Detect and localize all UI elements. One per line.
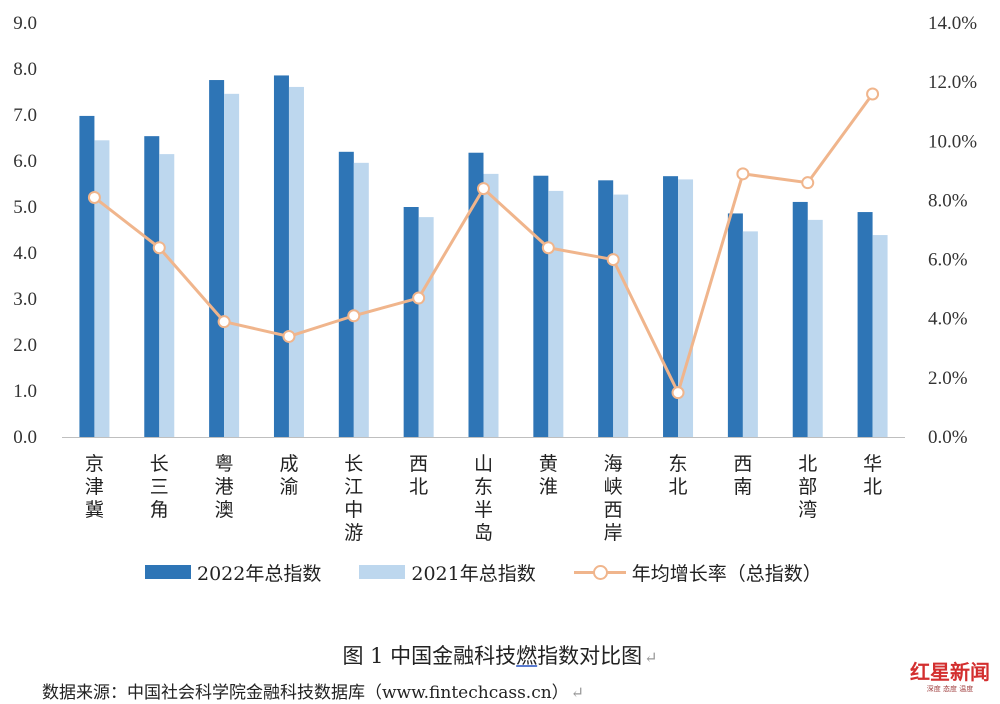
legend-item-2022: 2022年总指数 [145, 559, 321, 586]
legend-label-growth: 年均增长率（总指数） [631, 562, 822, 585]
bar-2021 [94, 140, 110, 438]
legend-swatch-2021 [359, 565, 406, 579]
x-category-label: 长江中游 [344, 453, 363, 544]
x-category-label: 粤港澳 [215, 453, 234, 521]
bar-2022 [533, 175, 549, 437]
caption-return-mark: ↵ [644, 648, 658, 667]
source-return-mark: ↵ [570, 683, 585, 702]
logo-title: 红星新闻 [910, 660, 990, 684]
y-right-tick-label: 4.0% [928, 309, 968, 330]
logo-subtitle: 深度 态度 温度 [926, 685, 974, 693]
y-left-tick-label: 1.0 [13, 381, 37, 402]
bar-2021 [742, 231, 758, 437]
growth-rate-point [152, 241, 166, 255]
legend-swatch-2022 [145, 565, 191, 579]
caption-prefix: 图 1 中国金融科技 [342, 644, 517, 668]
x-category-label: 成渝 [279, 453, 298, 498]
legend-label-2021: 2021年总指数 [411, 562, 536, 585]
y-left-tick-label: 6.0 [13, 151, 37, 172]
bar-2022 [144, 136, 160, 437]
bar-2022 [857, 212, 873, 437]
watermark-logo: 红星新闻 深度 态度 温度 [906, 660, 994, 700]
bar-2021 [872, 235, 888, 437]
legend-item-growth: 年均增长率（总指数） [573, 559, 822, 586]
y-right-tick-label: 12.0% [928, 72, 977, 93]
combo-chart: 0.0 1.0 2.0 3.0 4.0 5.0 6.0 7.0 8.0 9.0 0.0% 2.0% 4.… [13, 13, 977, 544]
bar-2021 [678, 179, 694, 437]
x-category-label: 京津冀 [85, 453, 104, 521]
growth-rate-point [671, 386, 685, 400]
growth-rate-point [606, 253, 620, 267]
x-category-label: 山东半岛 [474, 453, 493, 544]
legend-item-2021: 2021年总指数 [359, 559, 536, 586]
caption-suffix: 指数对比图 [537, 644, 643, 668]
growth-rate-point [801, 176, 815, 190]
bar-2021 [483, 173, 499, 437]
y-right-tick-label: 0.0% [928, 427, 968, 448]
growth-rate-point [347, 309, 361, 323]
y-right-tick-label: 2.0% [928, 368, 968, 389]
bar-2022 [727, 213, 743, 437]
y-left-tick-label: 2.0 [13, 335, 37, 356]
x-category-label: 西南 [733, 453, 752, 498]
bar-2022 [79, 115, 95, 438]
y-left-tick-label: 7.0 [13, 105, 37, 126]
x-category-label: 西北 [409, 453, 428, 498]
bar-2022 [273, 75, 289, 437]
bar-2022 [792, 201, 808, 437]
bar-2022 [209, 80, 225, 437]
bar-2021 [353, 162, 369, 437]
growth-rate-point [736, 167, 750, 181]
x-category-label: 海峡西岸 [604, 453, 623, 544]
legend-swatch-growth [573, 562, 626, 582]
bar-2021 [418, 217, 434, 437]
x-category-label: 长三角 [150, 453, 169, 521]
bar-2021 [288, 86, 304, 437]
bar-2022 [338, 151, 354, 438]
y-left-tick-label: 3.0 [13, 289, 37, 310]
x-category-label: 华北 [863, 453, 882, 498]
x-category-label: 黄淮 [539, 453, 558, 498]
growth-rate-point [87, 190, 101, 204]
bar-2022 [598, 180, 614, 437]
bar-2021 [224, 93, 240, 437]
legend: 2022年总指数 2021年总指数 年均增长率（总指数） [145, 558, 860, 586]
source-note: 数据来源：中国社会科学院金融科技数据库（www.fintechcass.cn） ↵ [42, 678, 584, 703]
y-right-tick-label: 14.0% [928, 13, 977, 34]
growth-rate-point [412, 291, 426, 305]
x-category-label: 北部湾 [798, 453, 817, 521]
growth-rate-point [866, 87, 880, 101]
y-left-tick-label: 0.0 [13, 427, 37, 448]
y-left-tick-label: 4.0 [13, 243, 37, 264]
growth-rate-point [477, 182, 490, 196]
source-text: 数据来源：中国社会科学院金融科技数据库（www.fintechcass.cn） [42, 683, 569, 703]
y-left-tick-label: 8.0 [13, 59, 37, 80]
y-left-tick-label: 5.0 [13, 197, 37, 218]
x-category-label: 东北 [669, 453, 688, 498]
y-right-tick-label: 10.0% [928, 131, 977, 152]
y-left-tick-label: 9.0 [13, 13, 37, 34]
legend-label-2022: 2022年总指数 [197, 562, 322, 585]
y-right-tick-label: 6.0% [928, 250, 968, 271]
growth-rate-point [217, 315, 231, 329]
bar-2022 [403, 207, 419, 437]
bar-2021 [807, 219, 823, 437]
bar-2021 [613, 194, 629, 437]
growth-rate-point [541, 241, 555, 255]
bar-2021 [548, 190, 564, 437]
bar-2022 [468, 152, 484, 437]
y-right-tick-label: 8.0% [928, 190, 968, 211]
bar-2021 [159, 154, 175, 437]
caption-underlined-char: 燃 [516, 644, 538, 668]
growth-rate-point [282, 329, 296, 343]
figure-caption: 图 1 中国金融科技燃指数对比图 ↵ [0, 640, 1000, 670]
